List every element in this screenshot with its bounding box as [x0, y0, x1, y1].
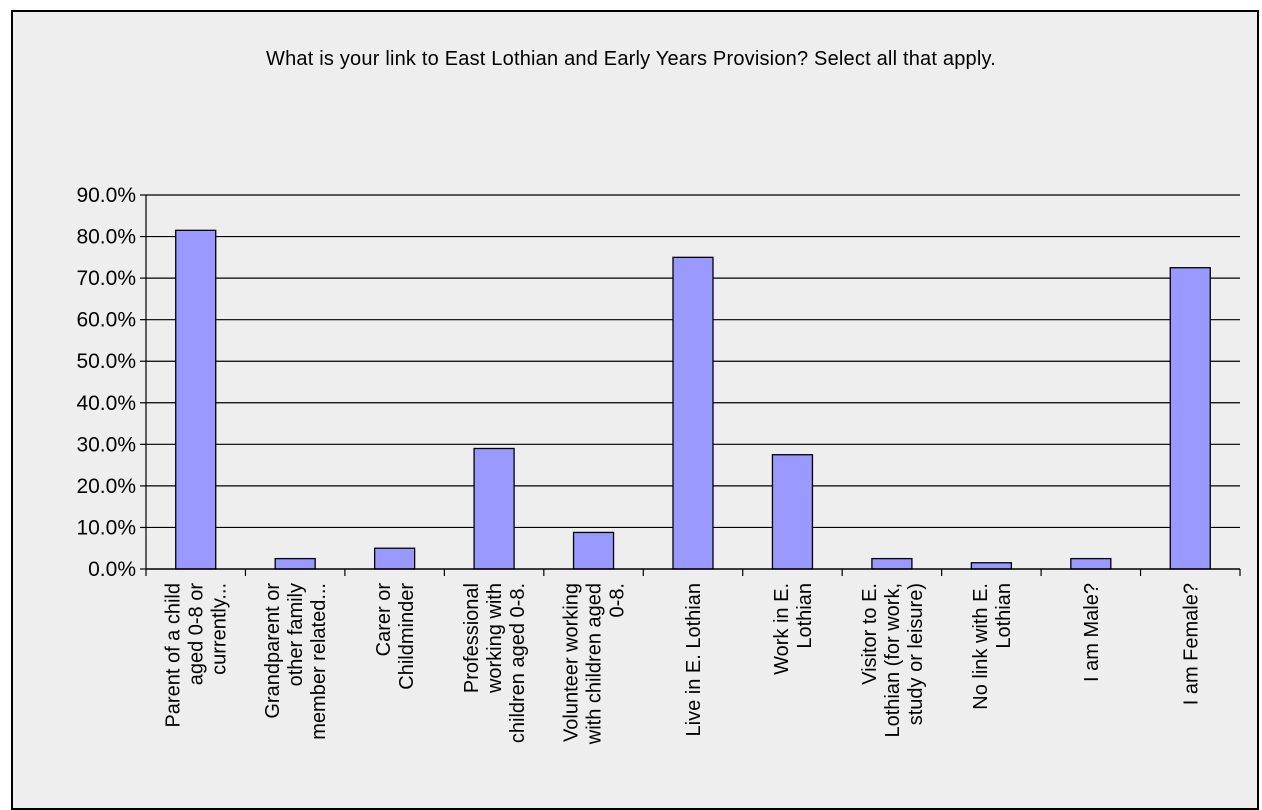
bar — [175, 229, 217, 570]
x-tick-label: Live in E. Lothian — [683, 583, 705, 736]
bar — [473, 447, 515, 570]
y-tick-label: 80.0% — [76, 226, 136, 249]
svg-text:Carer orChildminder: Carer orChildminder — [373, 583, 418, 690]
bar — [1169, 267, 1211, 570]
bars — [175, 229, 1211, 570]
bar — [373, 547, 416, 570]
svg-text:Work in E.Lothian: Work in E.Lothian — [771, 583, 816, 675]
y-tick-label: 20.0% — [76, 475, 136, 498]
svg-text:Volunteer workingwith children: Volunteer workingwith children aged0-8. — [561, 583, 629, 745]
y-tick-label: 70.0% — [76, 267, 136, 290]
svg-text:Grandparent orother familymemb: Grandparent orother familymember related… — [262, 583, 330, 740]
bar — [672, 256, 714, 570]
x-tick-label: No link with E.Lothian — [970, 583, 1015, 710]
x-tick-label: Professionalworking withchildren aged 0-… — [461, 583, 529, 743]
x-tick-label: Carer orChildminder — [373, 583, 418, 690]
y-tick-label: 40.0% — [76, 392, 136, 415]
x-tick-label: I am Female? — [1180, 583, 1202, 705]
x-tick-label: Work in E.Lothian — [771, 583, 816, 675]
y-tick-label: 50.0% — [76, 350, 136, 373]
svg-text:I am Female?: I am Female? — [1180, 583, 1202, 705]
svg-text:Live in E. Lothian: Live in E. Lothian — [683, 583, 705, 736]
bar — [1070, 557, 1112, 570]
x-tick-label: Volunteer workingwith children aged0-8. — [561, 583, 629, 745]
y-tick-label: 90.0% — [76, 184, 136, 207]
y-tick-label: 10.0% — [76, 516, 136, 539]
chart-title: What is your link to East Lothian and Ea… — [266, 48, 996, 70]
y-tick-label: 0.0% — [88, 558, 136, 581]
svg-text:Visitor to E.Lothian (for work: Visitor to E.Lothian (for work,study or … — [859, 583, 927, 738]
x-tick-label: Grandparent orother familymember related… — [262, 583, 330, 740]
svg-text:Parent of a childaged 0-8 orcu: Parent of a childaged 0-8 orcurrently... — [163, 583, 231, 728]
y-axis: 0.0% 10.0% 20.0% 30.0% 40.0% 50.0% 60.0% 70.0% 8… — [76, 184, 147, 581]
svg-text:Professionalworking withchildr: Professionalworking withchildren aged 0-… — [461, 583, 529, 743]
bar — [970, 562, 1013, 570]
x-tick-label: I am Male? — [1081, 583, 1103, 682]
svg-text:I am Male?: I am Male? — [1081, 583, 1103, 682]
bar — [771, 454, 814, 570]
bar — [572, 531, 615, 570]
bar — [274, 557, 316, 570]
x-tick-label: Visitor to E.Lothian (for work,study or … — [859, 583, 927, 738]
svg-text:No link with E.Lothian: No link with E.Lothian — [970, 583, 1015, 710]
chart-area — [11, 10, 1259, 810]
x-tick-label: Parent of a childaged 0-8 orcurrently... — [163, 583, 231, 728]
y-tick-label: 30.0% — [76, 433, 136, 456]
x-axis: Parent of a childaged 0-8 orcurrently...… — [145, 568, 1241, 745]
y-tick-label: 60.0% — [76, 309, 136, 332]
bar — [871, 557, 913, 570]
